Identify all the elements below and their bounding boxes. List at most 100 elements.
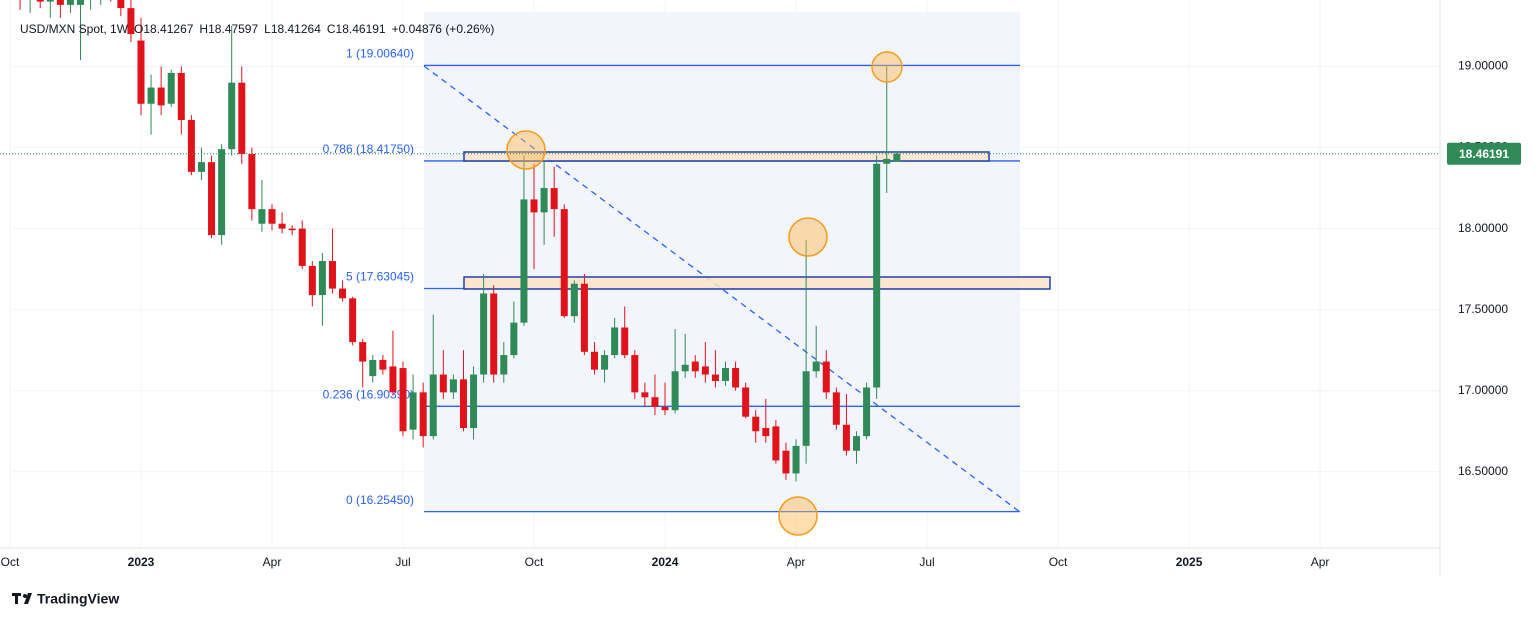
candle-body — [389, 366, 397, 393]
candle-body — [308, 265, 316, 296]
fib-label: 5 (17.63045) — [346, 270, 414, 284]
candle-body — [520, 199, 528, 323]
candle-body — [701, 366, 709, 375]
candle-body — [590, 351, 598, 370]
candle-body — [631, 355, 639, 393]
candle-body — [691, 361, 699, 372]
x-tick-label: 2025 — [1176, 555, 1203, 569]
last-price-label: 18.46191 — [1459, 147, 1509, 161]
logo-part — [15, 593, 18, 604]
candle-body — [601, 355, 609, 370]
candle-body — [822, 361, 830, 393]
highlight-circle — [778, 496, 818, 536]
candle-body — [66, 0, 74, 5]
candle-body — [671, 371, 679, 411]
candle-body — [339, 288, 347, 299]
fib-label: 0 (16.25450) — [346, 493, 414, 507]
x-tick-label: Oct — [525, 555, 544, 569]
candle-body — [349, 298, 357, 343]
logo-part — [23, 594, 27, 598]
candle-body — [167, 72, 175, 104]
highlight-circle — [788, 217, 828, 257]
candle-body — [328, 261, 336, 289]
symbol: USD/MXN Spot, 1W — [20, 22, 129, 36]
brand: TradingView — [37, 591, 119, 607]
highlight-circle — [506, 130, 546, 170]
candle-body — [187, 119, 195, 172]
candle-body — [258, 209, 266, 224]
fib-zone — [424, 12, 1020, 512]
candle-body — [853, 436, 861, 451]
candle-body — [550, 188, 558, 210]
zone — [463, 151, 990, 162]
candle-body — [359, 342, 367, 362]
y-tick-label: 17.00000 — [1458, 383, 1508, 397]
candle-body — [842, 424, 850, 451]
candle-body — [580, 283, 588, 352]
candle-body — [772, 426, 780, 461]
candle-body — [560, 209, 568, 317]
candle-body — [127, 8, 135, 35]
high: H18.47597 — [199, 22, 258, 36]
last-price-box — [1447, 142, 1521, 165]
candle-body — [369, 359, 377, 377]
candle-body — [77, 0, 85, 5]
candle-body — [792, 445, 800, 474]
axes: Oct 2023 Apr Jul Oct 2024 Apr Jul Oct 2025 Apr 19.0… — [0, 0, 1521, 576]
highlight-circle — [871, 51, 903, 83]
candle-body — [621, 327, 629, 356]
candle-body — [711, 374, 719, 382]
y-tick-label: 19.00000 — [1458, 59, 1508, 73]
x-tick-label: Oct — [1049, 555, 1068, 569]
open: O18.41267 — [134, 22, 194, 36]
highlights — [506, 51, 903, 536]
candle-body — [248, 154, 256, 210]
y-tick-label: 18.00000 — [1458, 221, 1508, 235]
low: L18.41264 — [264, 22, 321, 36]
candle-body — [56, 0, 64, 5]
close: C18.46191 — [327, 22, 386, 36]
candle-body — [238, 82, 246, 155]
candle-body — [218, 149, 226, 236]
x-tick-label: Apr — [1311, 555, 1330, 569]
fib-label: 1 (19.00640) — [346, 47, 414, 61]
x-tick-label: Apr — [263, 555, 282, 569]
candle-body — [540, 188, 548, 213]
candle-body — [117, 0, 125, 9]
candle-body — [379, 359, 387, 370]
candle-body — [177, 72, 185, 120]
candle-body — [36, 0, 44, 2]
candle-body — [651, 397, 659, 407]
candle-body — [137, 40, 145, 104]
candle-body — [802, 371, 810, 446]
candle-body — [742, 387, 750, 417]
candle-body — [752, 416, 760, 432]
candle-body — [732, 368, 740, 388]
candle-body — [288, 228, 296, 231]
candle-body — [782, 450, 790, 474]
zone — [463, 276, 1051, 290]
candle-body — [863, 387, 871, 437]
candle-body — [439, 374, 447, 393]
candle-body — [268, 209, 276, 224]
candle-body — [419, 392, 427, 437]
candles — [19, 0, 901, 482]
candle-body — [611, 327, 619, 356]
candle-body — [812, 361, 820, 372]
candle-body — [873, 163, 881, 388]
logo-part — [24, 593, 32, 604]
candle-body — [157, 87, 165, 106]
x-tick-label: Apr — [787, 555, 806, 569]
candle-body — [318, 261, 326, 296]
x-tick-label: Oct — [1, 555, 20, 569]
candle-body — [893, 153, 901, 162]
x-tick-label: 2023 — [128, 555, 155, 569]
trend-line — [423, 65, 1021, 513]
candle-body — [510, 322, 518, 356]
candle-body — [762, 428, 770, 437]
candle-body — [470, 374, 478, 429]
candle-body — [500, 355, 508, 375]
candle-body — [641, 392, 649, 398]
